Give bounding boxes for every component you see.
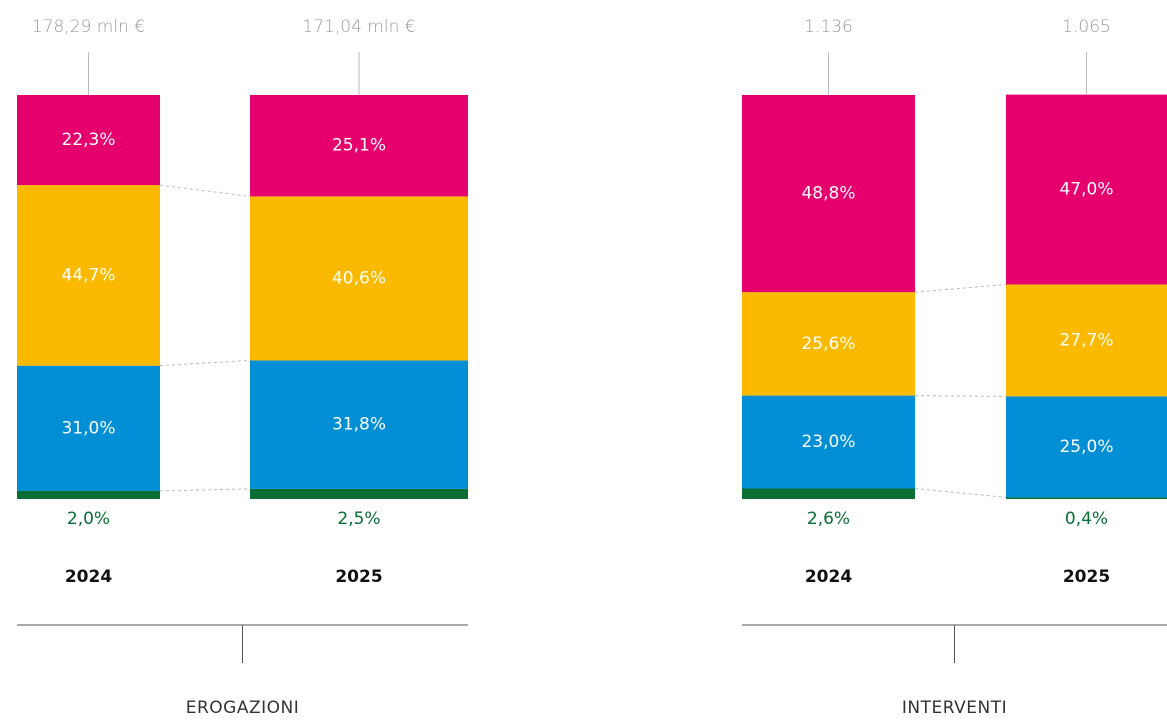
bar-segment [17, 490, 160, 499]
bar-segment [742, 95, 915, 293]
value-label: 48,8% [801, 184, 855, 204]
bar-segment [742, 488, 915, 499]
axis-label: EROGAZIONI [186, 698, 300, 718]
bar-segment [17, 365, 160, 491]
total-label: 178,29 mln € [32, 17, 145, 37]
x-tick-label: 2024 [805, 567, 852, 587]
connector [159, 184, 251, 197]
connector [914, 395, 1007, 397]
x-tick-label: 2025 [1063, 567, 1110, 587]
total-label: 1.136 [804, 17, 853, 37]
bar-segment [1006, 497, 1167, 499]
value-label: 47,0% [1059, 180, 1113, 200]
bar-segment [742, 292, 915, 396]
x-tick-label: 2024 [65, 567, 112, 587]
bar-segment [250, 360, 468, 489]
connector [159, 488, 251, 492]
value-label: 31,0% [61, 418, 115, 438]
connector [914, 283, 1007, 293]
value-label: 25,6% [801, 334, 855, 354]
bar-segment [17, 185, 160, 366]
bar-segment [17, 95, 160, 186]
bar-segment [1006, 284, 1167, 397]
value-label: 44,7% [61, 265, 115, 285]
value-label: 2,5% [337, 509, 380, 529]
value-label: 2,6% [807, 509, 850, 529]
value-label: 27,7% [1059, 330, 1113, 350]
bar-segment [1006, 396, 1167, 498]
connector [159, 359, 251, 367]
value-label: 0,4% [1065, 509, 1108, 529]
bar-segment [742, 395, 915, 489]
value-label: 25,1% [332, 136, 386, 156]
bar-segment [250, 196, 468, 361]
value-label: 31,8% [332, 415, 386, 435]
bar-segment [1006, 94, 1167, 285]
value-label: 25,0% [1059, 437, 1113, 457]
value-label: 40,6% [332, 268, 386, 288]
value-label: 22,3% [61, 130, 115, 150]
total-label: 1.065 [1062, 17, 1111, 37]
value-label: 23,0% [801, 432, 855, 452]
x-tick-label: 2025 [335, 567, 382, 587]
value-label: 2,0% [67, 509, 110, 529]
bar-segment [250, 488, 468, 499]
axis-label: INTERVENTI [902, 698, 1007, 718]
total-label: 171,04 mln € [302, 17, 415, 37]
connector [914, 487, 1007, 498]
bar-segment [250, 95, 468, 197]
